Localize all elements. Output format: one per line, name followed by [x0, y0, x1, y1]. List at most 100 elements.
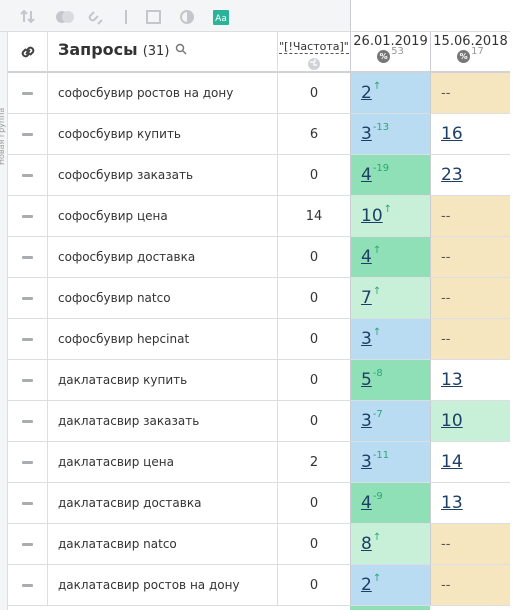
query: софосбувир цена — [48, 196, 278, 237]
position[interactable]: 23 — [441, 165, 463, 185]
position[interactable]: 5 — [361, 370, 372, 390]
frequency: 0 — [278, 565, 350, 606]
row-handle[interactable] — [8, 483, 48, 524]
position[interactable]: 14 — [441, 452, 463, 472]
frequency: 2 — [278, 442, 350, 483]
change: ↑ — [383, 203, 393, 215]
frequency: 0 — [278, 278, 350, 319]
position-empty: -- — [441, 208, 451, 224]
position[interactable]: 7 — [361, 288, 372, 308]
date-stats: % 53 — [351, 46, 430, 63]
row-handle[interactable] — [8, 524, 48, 565]
frequency: 0 — [278, 360, 350, 401]
row-handle[interactable] — [8, 155, 48, 196]
change: -9 — [372, 490, 383, 502]
frequency-title[interactable]: "[!Частота]" — [279, 40, 349, 54]
position[interactable]: 10 — [441, 411, 463, 431]
position-cell: 3 -11 — [350, 442, 430, 483]
row-handle[interactable] — [8, 360, 48, 401]
position-cell: 23 — [430, 155, 510, 196]
query: даклатасвир цена — [48, 442, 278, 483]
position-cell: -- — [430, 237, 510, 278]
row-handle[interactable] — [8, 114, 48, 155]
position-cell: 7 ↑ — [350, 278, 430, 319]
row-handle[interactable] — [8, 401, 48, 442]
minus-icon — [22, 378, 33, 382]
position[interactable]: 3 — [361, 329, 372, 349]
row-handle[interactable] — [8, 73, 48, 114]
position-cell: -- — [430, 73, 510, 114]
position-cell: 13 — [430, 360, 510, 401]
toolbar-gap — [350, 0, 510, 32]
position[interactable]: 2 — [361, 83, 372, 103]
change: ↑ — [372, 572, 382, 584]
position[interactable]: 4 — [361, 493, 372, 513]
sidebar — [0, 32, 8, 610]
query-header: Запросы (31) — [48, 32, 278, 73]
position-empty: -- — [441, 85, 451, 101]
query: даклатасвир заказать — [48, 401, 278, 442]
position-empty: -- — [441, 577, 451, 593]
position[interactable]: 3 — [361, 124, 372, 144]
frequency: 0 — [278, 483, 350, 524]
minus-icon — [22, 214, 33, 218]
count: 17 — [471, 46, 484, 57]
query: софосбувир ростов на дону — [48, 73, 278, 114]
search-icon[interactable] — [175, 43, 187, 55]
query: софосбувир hepcinat — [48, 319, 278, 360]
position[interactable]: 13 — [441, 493, 463, 513]
position[interactable]: 3 — [361, 452, 372, 472]
change: -7 — [372, 408, 383, 420]
row-handle[interactable] — [8, 237, 48, 278]
position[interactable]: 2 — [361, 575, 372, 595]
change: -19 — [372, 162, 390, 174]
frequency: 6 — [278, 114, 350, 155]
row-stub — [8, 606, 510, 610]
minus-icon — [22, 337, 33, 341]
frequency-header: "[!Частота]" — [278, 32, 350, 73]
position-cell: -- — [430, 196, 510, 237]
date-stats: % 17 — [431, 46, 510, 63]
date[interactable]: 15.06.2018 — [433, 34, 508, 49]
minus-icon — [22, 419, 33, 423]
row-handle[interactable] — [8, 196, 48, 237]
position[interactable]: 13 — [441, 370, 463, 390]
position[interactable]: 4 — [361, 165, 372, 185]
date-header: 15.06.2018% 17 — [430, 32, 510, 73]
frequency: 0 — [278, 319, 350, 360]
position[interactable]: 8 — [361, 534, 372, 554]
query: даклатасвир купить — [48, 360, 278, 401]
minus-icon — [22, 542, 33, 546]
position-cell: 3 ↑ — [350, 319, 430, 360]
query: даклатасвир natco — [48, 524, 278, 565]
position-cell: 13 — [430, 483, 510, 524]
position[interactable]: 3 — [361, 411, 372, 431]
row-handle[interactable] — [8, 278, 48, 319]
minus-icon — [22, 132, 33, 136]
position[interactable]: 10 — [361, 206, 383, 226]
percent-icon: % — [457, 50, 471, 63]
row-handle[interactable] — [8, 565, 48, 606]
change: ↑ — [372, 531, 382, 543]
position-cell: 5 -8 — [350, 360, 430, 401]
date[interactable]: 26.01.2019 — [353, 34, 428, 49]
frequency: 0 — [278, 524, 350, 565]
position[interactable]: 16 — [441, 124, 463, 144]
toolbar: Aa — [0, 0, 350, 32]
minus-icon — [22, 501, 33, 505]
position[interactable]: 4 — [361, 247, 372, 267]
change: ↑ — [372, 285, 382, 297]
query: даклатасвир доставка — [48, 483, 278, 524]
globe-icon — [308, 58, 320, 70]
position-cell: 2 ↑ — [350, 565, 430, 606]
row-handle[interactable] — [8, 319, 48, 360]
position-cell: 4 ↑ — [350, 237, 430, 278]
query-title: Запросы — [58, 40, 138, 59]
row-handle[interactable] — [8, 442, 48, 483]
count: 53 — [391, 46, 404, 57]
position-empty: -- — [441, 331, 451, 347]
query: софосбувир natco — [48, 278, 278, 319]
position-cell: 8 ↑ — [350, 524, 430, 565]
position-cell: 4 -9 — [350, 483, 430, 524]
